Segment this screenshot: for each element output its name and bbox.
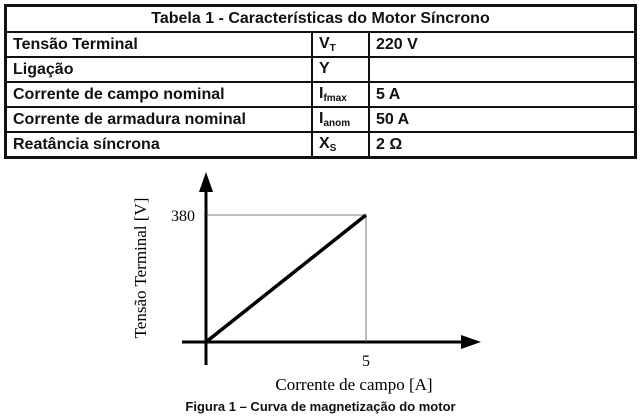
row-label: Corrente de campo nominal (4, 81, 313, 108)
table-row: Ligação Y (4, 56, 637, 83)
row-value (368, 56, 637, 83)
row-symbol: XS (311, 131, 370, 159)
row-value: 5 A (368, 81, 637, 108)
row-symbol: VT (311, 31, 370, 58)
row-value: 2 Ω (368, 131, 637, 159)
x-axis-label: Corrente de campo [A] (275, 375, 432, 394)
row-value: 220 V (368, 31, 637, 58)
row-symbol: Ifmax (311, 81, 370, 108)
row-value: 50 A (368, 106, 637, 133)
table-row: Reatância síncrona XS 2 Ω (4, 131, 637, 159)
table-row: Corrente de armadura nominal Ianom 50 A (4, 106, 637, 133)
table-row: Tensão Terminal VT 220 V (4, 31, 637, 58)
x-axis-arrow (461, 335, 481, 349)
figure-caption: Figura 1 – Curva de magnetização do moto… (185, 399, 456, 414)
row-symbol: Ianom (311, 106, 370, 133)
series-line (204, 213, 368, 344)
table-row: Corrente de campo nominal Ifmax 5 A (4, 81, 637, 108)
y-axis-label: Tensão Terminal [V] (131, 198, 150, 339)
row-symbol: Y (311, 56, 370, 83)
row-label: Tensão Terminal (4, 31, 313, 58)
row-label: Ligação (4, 56, 313, 83)
x-tick-label: 5 (362, 353, 370, 370)
y-axis-arrow (199, 172, 213, 192)
motor-characteristics-table: Tabela 1 - Características do Motor Sínc… (4, 4, 637, 159)
row-label: Corrente de armadura nominal (4, 106, 313, 133)
y-tick-label: 380 (171, 208, 195, 225)
row-label: Reatância síncrona (4, 131, 313, 159)
